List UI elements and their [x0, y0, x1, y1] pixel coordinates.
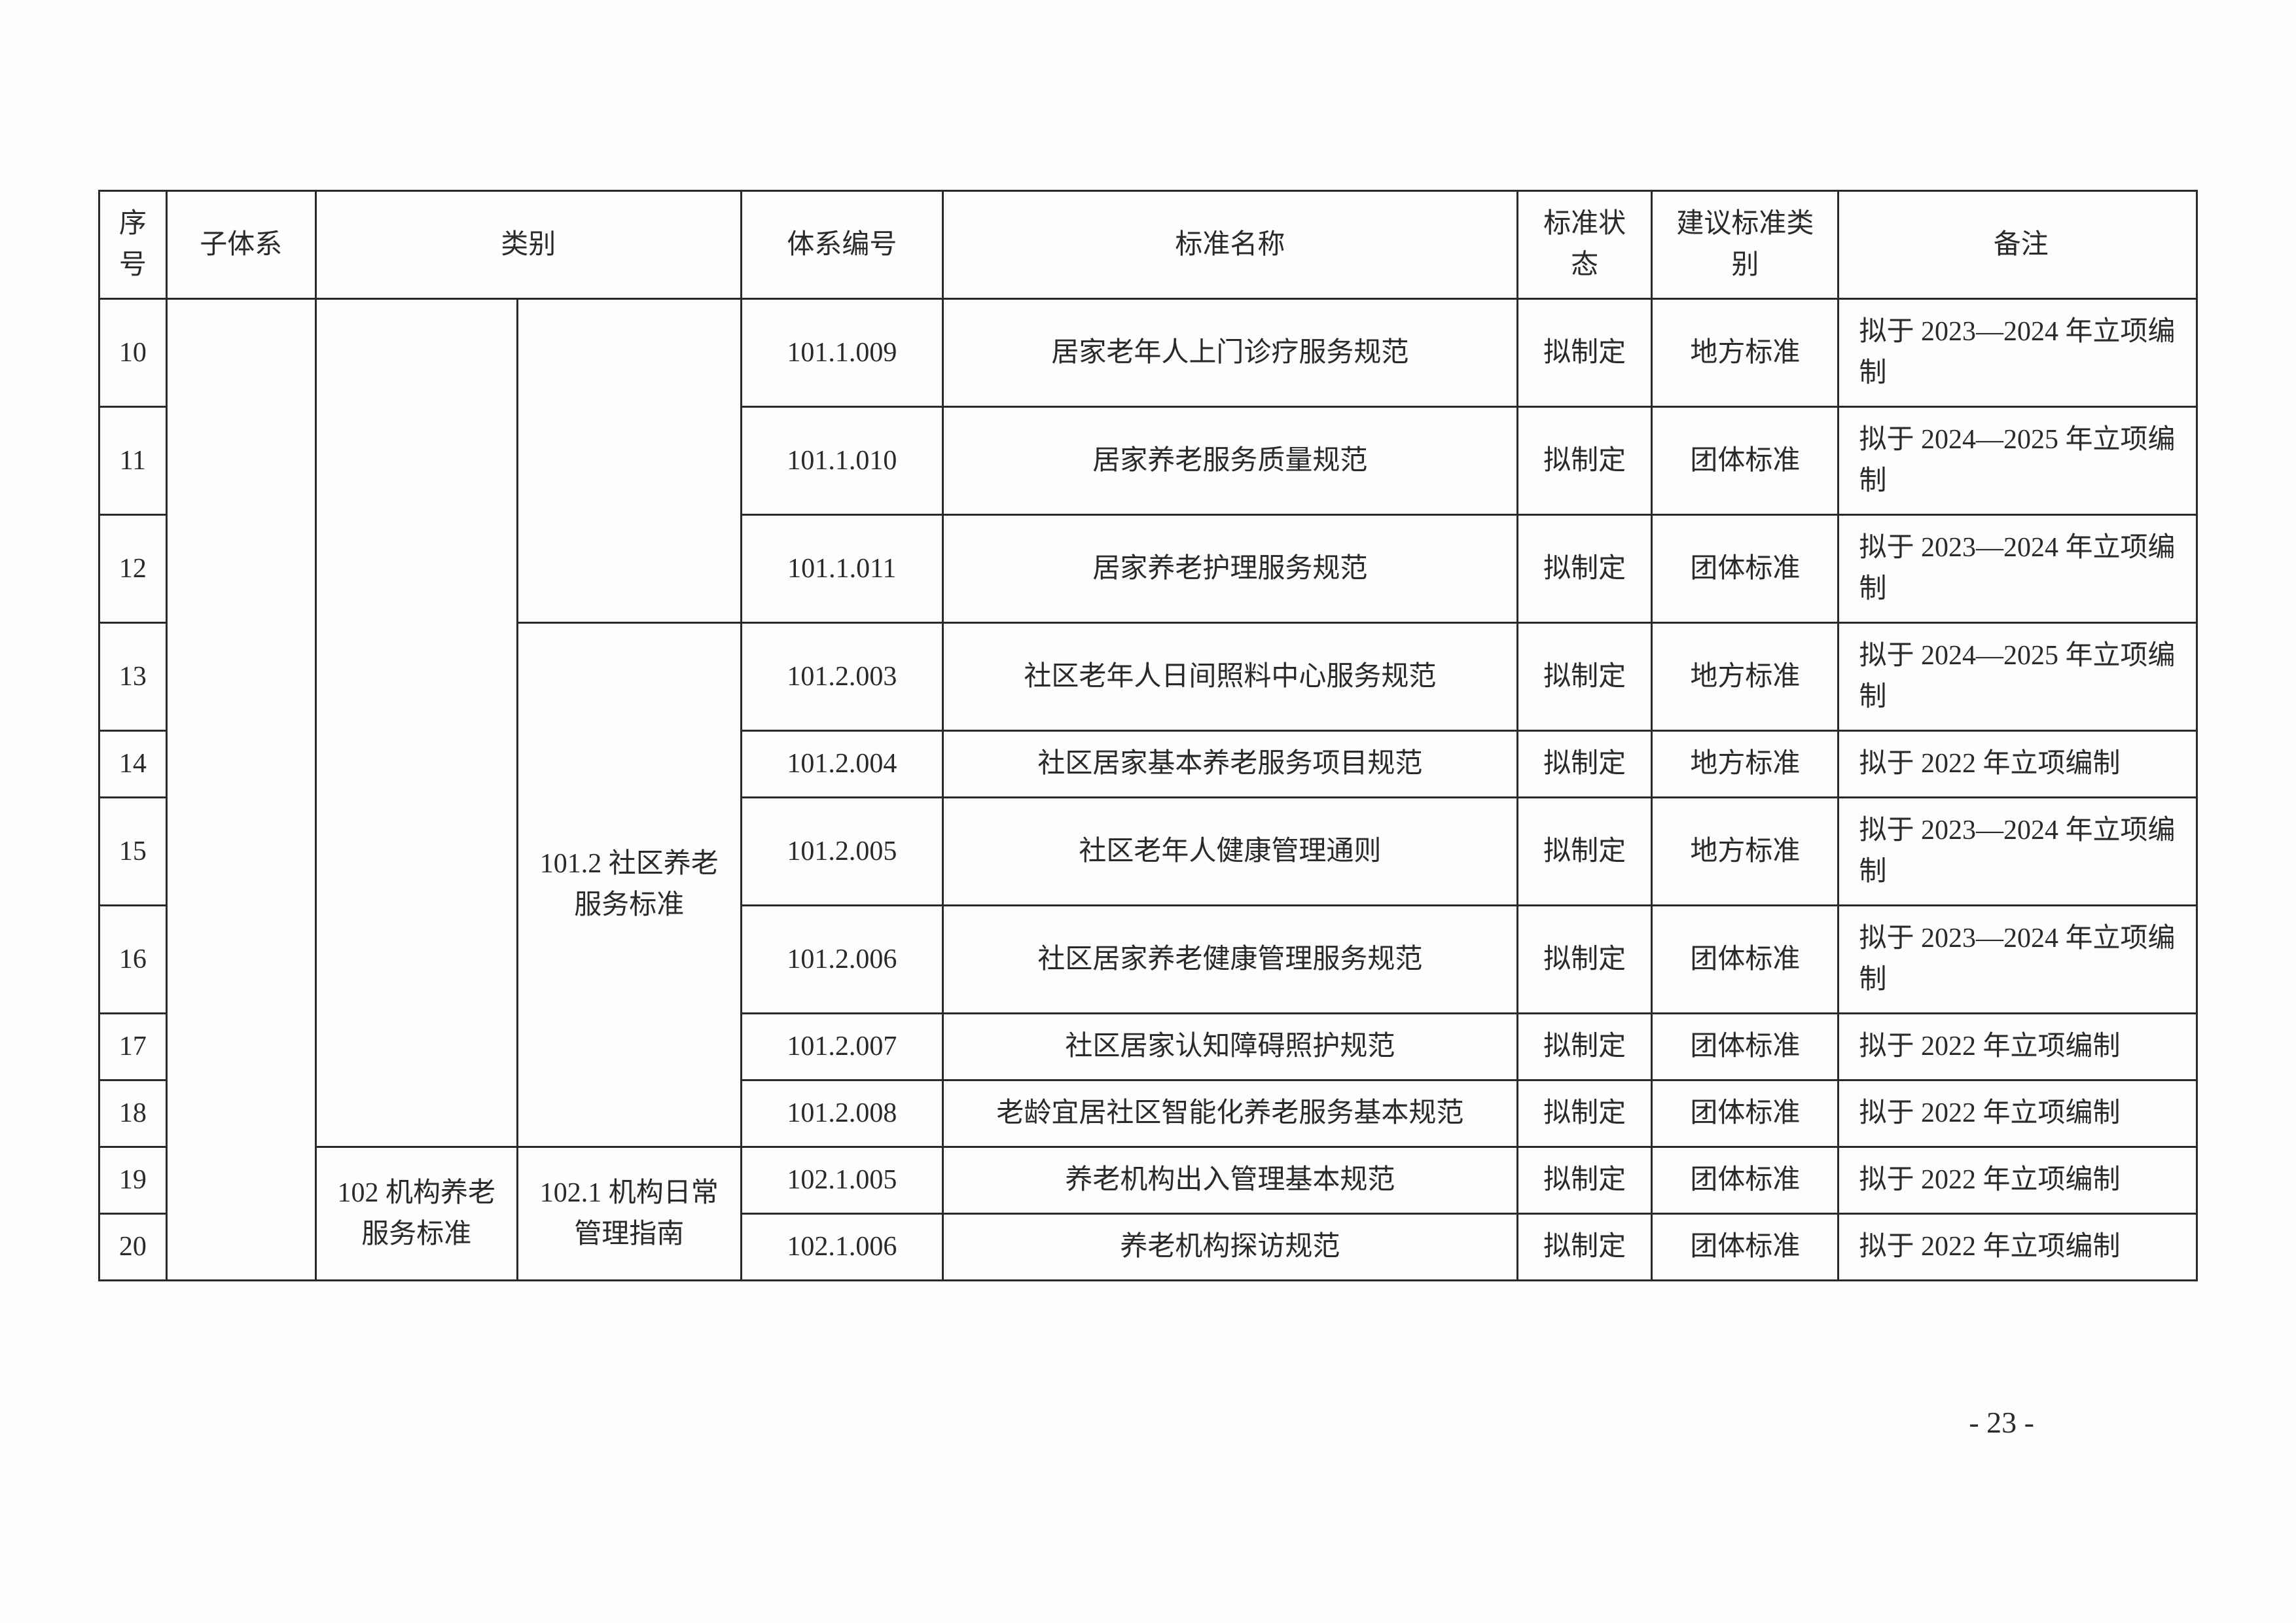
cell-name: 养老机构出入管理基本规范 [942, 1147, 1517, 1214]
cell-cat1-merged-blank [315, 299, 517, 1147]
cell-name: 居家养老护理服务规范 [942, 515, 1517, 623]
cell-suggested: 团体标准 [1652, 515, 1839, 623]
col-seq-header: 序号 [99, 191, 167, 299]
cell-seq: 14 [99, 731, 167, 798]
standards-table: 序号 子体系 类别 体系编号 标准名称 标准状态 建议标准类别 备注 10 10… [98, 190, 2198, 1281]
cell-status: 拟制定 [1518, 798, 1652, 906]
cell-status: 拟制定 [1518, 515, 1652, 623]
cell-suggested: 团体标准 [1652, 906, 1839, 1014]
cell-name: 社区老年人日间照料中心服务规范 [942, 623, 1517, 731]
cell-status: 拟制定 [1518, 1214, 1652, 1281]
cell-cat2-merged-blank [517, 299, 741, 623]
cell-seq: 20 [99, 1214, 167, 1281]
table-header-row: 序号 子体系 类别 体系编号 标准名称 标准状态 建议标准类别 备注 [99, 191, 2197, 299]
col-status-header: 标准状态 [1518, 191, 1652, 299]
cell-code: 101.2.005 [741, 798, 942, 906]
cell-suggested: 团体标准 [1652, 407, 1839, 515]
cell-remark: 拟于 2022 年立项编制 [1839, 731, 2197, 798]
cell-remark: 拟于 2024—2025 年立项编制 [1839, 623, 2197, 731]
cell-suggested: 团体标准 [1652, 1014, 1839, 1080]
cell-cat2-102-1: 102.1 机构日常管理指南 [517, 1147, 741, 1281]
cell-code: 101.2.008 [741, 1080, 942, 1147]
cell-remark: 拟于 2022 年立项编制 [1839, 1214, 2197, 1281]
cell-code: 102.1.006 [741, 1214, 942, 1281]
cell-seq: 18 [99, 1080, 167, 1147]
col-code-header: 体系编号 [741, 191, 942, 299]
cell-suggested: 团体标准 [1652, 1080, 1839, 1147]
cell-remark: 拟于 2023—2024 年立项编制 [1839, 906, 2197, 1014]
page-number: - 23 - [1969, 1405, 2034, 1440]
cell-remark: 拟于 2023—2024 年立项编制 [1839, 798, 2197, 906]
col-subsys-header: 子体系 [166, 191, 315, 299]
cell-suggested: 地方标准 [1652, 798, 1839, 906]
cell-suggested: 地方标准 [1652, 299, 1839, 407]
cell-cat2-101-2: 101.2 社区养老服务标准 [517, 623, 741, 1147]
cell-status: 拟制定 [1518, 1080, 1652, 1147]
cell-name: 老龄宜居社区智能化养老服务基本规范 [942, 1080, 1517, 1147]
cell-name: 社区居家认知障碍照护规范 [942, 1014, 1517, 1080]
cell-name: 居家养老服务质量规范 [942, 407, 1517, 515]
cell-seq: 10 [99, 299, 167, 407]
cell-suggested: 地方标准 [1652, 623, 1839, 731]
cell-seq: 11 [99, 407, 167, 515]
table-row: 10 101.1.009 居家老年人上门诊疗服务规范 拟制定 地方标准 拟于 2… [99, 299, 2197, 407]
cell-seq: 17 [99, 1014, 167, 1080]
cell-code: 101.2.003 [741, 623, 942, 731]
cell-seq: 19 [99, 1147, 167, 1214]
cell-name: 社区老年人健康管理通则 [942, 798, 1517, 906]
cell-code: 101.2.006 [741, 906, 942, 1014]
cell-remark: 拟于 2022 年立项编制 [1839, 1147, 2197, 1214]
cell-seq: 15 [99, 798, 167, 906]
document-page: 序号 子体系 类别 体系编号 标准名称 标准状态 建议标准类别 备注 10 10… [0, 0, 2296, 1623]
cell-code: 101.2.004 [741, 731, 942, 798]
cell-name: 养老机构探访规范 [942, 1214, 1517, 1281]
table-row: 19 102 机构养老服务标准 102.1 机构日常管理指南 102.1.005… [99, 1147, 2197, 1214]
cell-status: 拟制定 [1518, 1014, 1652, 1080]
cell-subsys-merged [166, 299, 315, 1281]
cell-suggested: 团体标准 [1652, 1214, 1839, 1281]
cell-status: 拟制定 [1518, 623, 1652, 731]
cell-remark: 拟于 2023—2024 年立项编制 [1839, 299, 2197, 407]
cell-code: 101.2.007 [741, 1014, 942, 1080]
cell-seq: 16 [99, 906, 167, 1014]
cell-seq: 12 [99, 515, 167, 623]
cell-remark: 拟于 2024—2025 年立项编制 [1839, 407, 2197, 515]
cell-status: 拟制定 [1518, 906, 1652, 1014]
cell-code: 101.1.011 [741, 515, 942, 623]
cell-suggested: 团体标准 [1652, 1147, 1839, 1214]
cell-remark: 拟于 2022 年立项编制 [1839, 1080, 2197, 1147]
cell-code: 101.1.009 [741, 299, 942, 407]
cell-status: 拟制定 [1518, 731, 1652, 798]
cell-name: 社区居家基本养老服务项目规范 [942, 731, 1517, 798]
col-remark-header: 备注 [1839, 191, 2197, 299]
col-category-header: 类别 [315, 191, 741, 299]
cell-name: 社区居家养老健康管理服务规范 [942, 906, 1517, 1014]
cell-seq: 13 [99, 623, 167, 731]
cell-remark: 拟于 2023—2024 年立项编制 [1839, 515, 2197, 623]
cell-status: 拟制定 [1518, 299, 1652, 407]
cell-name: 居家老年人上门诊疗服务规范 [942, 299, 1517, 407]
cell-remark: 拟于 2022 年立项编制 [1839, 1014, 2197, 1080]
col-name-header: 标准名称 [942, 191, 1517, 299]
cell-code: 101.1.010 [741, 407, 942, 515]
cell-status: 拟制定 [1518, 1147, 1652, 1214]
col-suggested-header: 建议标准类别 [1652, 191, 1839, 299]
cell-code: 102.1.005 [741, 1147, 942, 1214]
cell-cat1-102: 102 机构养老服务标准 [315, 1147, 517, 1281]
cell-status: 拟制定 [1518, 407, 1652, 515]
cell-suggested: 地方标准 [1652, 731, 1839, 798]
